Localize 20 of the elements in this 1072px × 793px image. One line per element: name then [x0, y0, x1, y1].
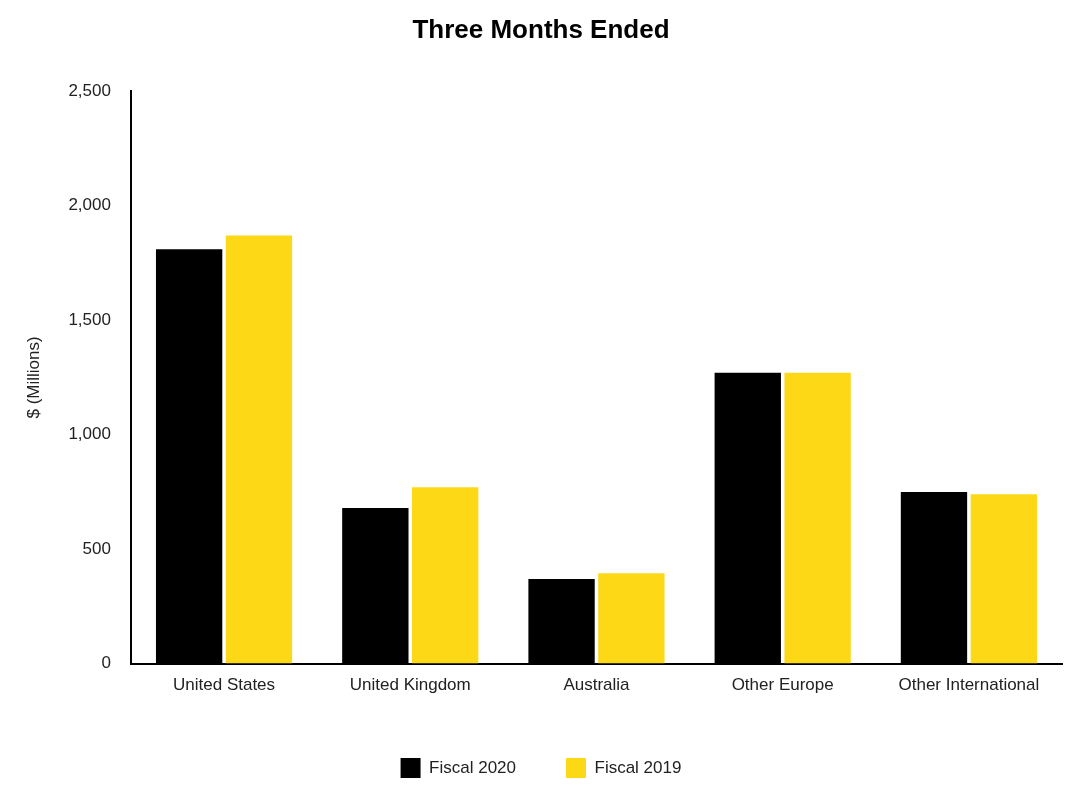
bar — [970, 494, 1037, 664]
bar — [784, 372, 851, 664]
y-tick-label: 0 — [101, 653, 111, 673]
y-axis-title: $ (Millions) — [23, 336, 43, 419]
x-tick-label: Australia — [563, 675, 631, 695]
bar — [225, 235, 293, 664]
bar — [412, 487, 479, 664]
x-tick-label: United Kingdom — [349, 675, 471, 695]
y-tick-label: 2,000 — [68, 195, 111, 215]
y-tick-label: 2,500 — [68, 80, 111, 100]
x-tick-label: United States — [173, 675, 276, 695]
y-tick-label: 1,500 — [68, 309, 111, 329]
bar — [598, 573, 665, 664]
x-tick-label: Other Europe — [731, 675, 834, 695]
y-tick-label: 1,000 — [68, 424, 111, 444]
x-tick-label: Other International — [898, 675, 1040, 695]
chart-title: Three Months Ended — [412, 13, 670, 44]
legend-label: Fiscal 2020 — [429, 757, 516, 777]
legend-label: Fiscal 2019 — [594, 757, 682, 777]
y-tick-label: 500 — [82, 538, 111, 558]
